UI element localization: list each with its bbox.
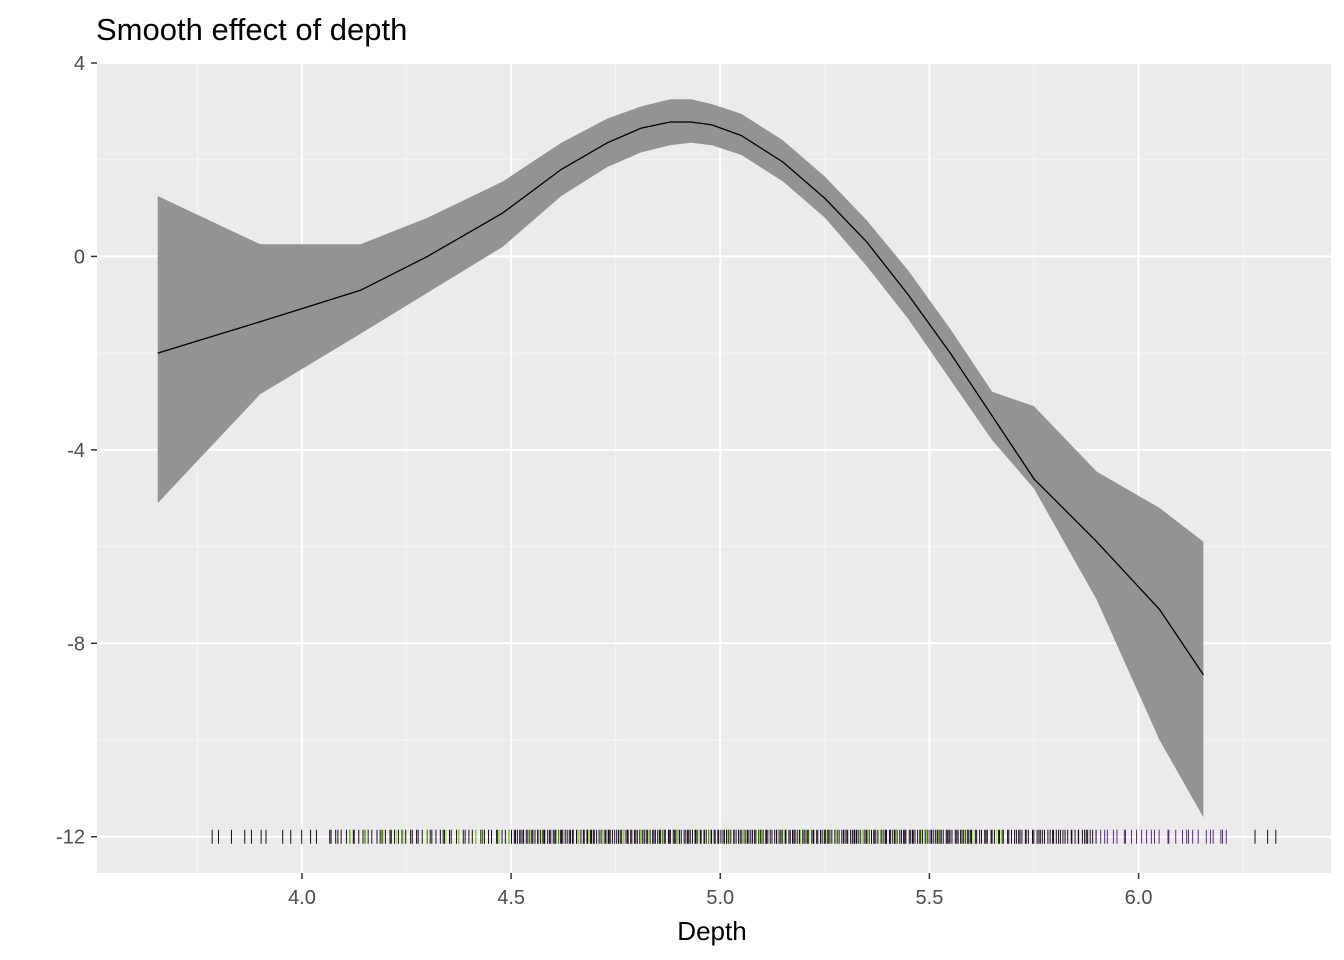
x-axis: 4.0 4.5 5.0 5.5 6.0 [288,873,1152,909]
y-tick-label: -8 [67,633,85,655]
y-tick-label: -12 [56,827,85,849]
smooth-line-layer [157,121,1204,676]
x-tick-label: 4.5 [497,887,525,909]
x-tick-label: 5.0 [706,887,734,909]
plot-panel [97,63,1331,873]
y-tick-label: 4 [74,53,85,75]
confidence-band-layer [157,99,1204,818]
x-tick-label: 6.0 [1125,887,1153,909]
confidence-band [157,99,1204,818]
y-axis: 4 0 -4 -8 -12 [56,53,97,849]
rug-layer [211,829,1277,844]
x-axis-title: Depth [677,916,746,946]
x-tick-label: 5.5 [916,887,944,909]
x-tick-label: 4.0 [288,887,316,909]
y-tick-label: -4 [67,440,85,462]
y-tick-label: 0 [74,246,85,268]
chart-title: Smooth effect of depth [96,12,407,47]
smooth-line [157,121,1204,676]
